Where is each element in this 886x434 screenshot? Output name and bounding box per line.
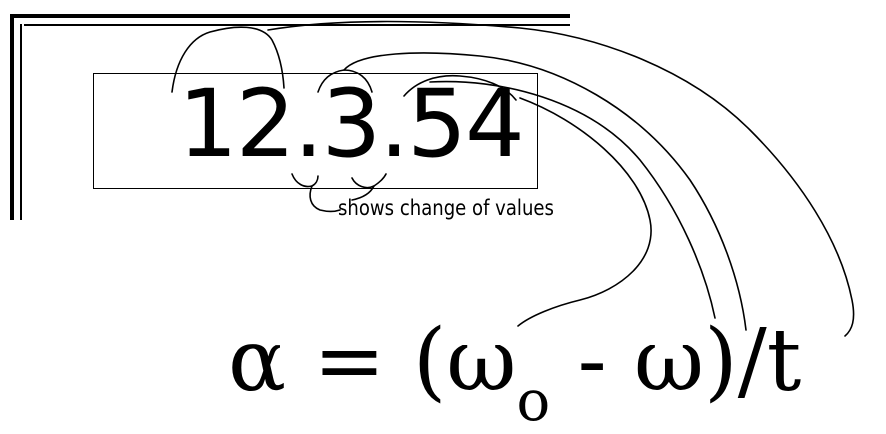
formula-close-paren: ) — [704, 311, 738, 411]
connector-to-annotation — [309, 185, 341, 213]
formula-t: t — [766, 311, 802, 411]
annotation-note: shows change of values — [338, 196, 554, 220]
frame-border-left — [10, 14, 14, 220]
formula-open-paren: ( — [412, 311, 447, 411]
formula-equals: = — [313, 311, 386, 411]
formula: α = (ωo - ω)/t — [228, 311, 802, 430]
frame-border-top — [10, 14, 570, 18]
formula-minus: - — [577, 311, 607, 411]
formula-omega: ω — [634, 311, 705, 411]
formula-omega-initial-subscript: o — [516, 369, 551, 434]
formula-slash: / — [737, 311, 767, 411]
formula-omega-initial: ω — [446, 311, 517, 411]
readout-value: 12.3.54 — [178, 70, 525, 179]
formula-alpha: α — [228, 311, 287, 411]
frame-border-top-inner — [24, 24, 570, 26]
frame-border-left-inner — [20, 24, 22, 220]
